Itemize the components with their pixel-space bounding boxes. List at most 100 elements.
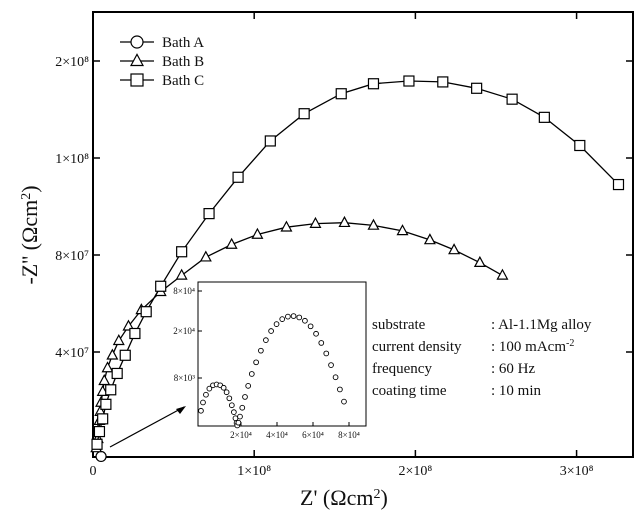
inset-point xyxy=(223,389,230,396)
inset-x-tick-label: 4×10⁴ xyxy=(266,430,288,440)
point-bath-c xyxy=(140,306,152,318)
inset-y-tick-label: 2×10⁴ xyxy=(173,326,195,336)
point-bath-c xyxy=(403,75,415,87)
point-bath-b xyxy=(225,237,238,249)
point-bath-b xyxy=(338,215,351,228)
annotation-label: substrate xyxy=(372,317,426,333)
point-bath-b xyxy=(251,227,264,239)
inset-point xyxy=(279,316,286,322)
inset-frame xyxy=(197,281,367,427)
series-layer xyxy=(90,75,625,463)
inset-x-tick-label: 2×10⁴ xyxy=(230,430,252,440)
point-bath-b xyxy=(496,268,509,280)
inset-point xyxy=(237,413,243,420)
annotation-label: coating time xyxy=(372,383,447,399)
point-bath-c xyxy=(119,349,131,361)
inset-point xyxy=(302,317,308,324)
plot-frame xyxy=(92,11,634,458)
point-bath-c xyxy=(506,93,518,105)
point-bath-b xyxy=(423,233,436,245)
inset-point xyxy=(232,415,239,422)
inset-series xyxy=(198,313,347,429)
inset-point xyxy=(226,395,233,402)
y-tick-label: 4×10⁷ xyxy=(55,346,89,361)
inset-point xyxy=(318,340,325,346)
point-bath-b xyxy=(106,348,119,360)
point-bath-c xyxy=(264,135,276,147)
inset-point xyxy=(290,313,297,319)
process-annotation: substrate : Al-1.1Mg alloy current density… xyxy=(372,317,592,399)
inset-point xyxy=(341,398,347,405)
x-tick-label: 3×10⁸ xyxy=(560,464,594,479)
point-bath-b xyxy=(122,319,135,331)
point-bath-a xyxy=(95,450,107,463)
legend: Bath A Bath B Bath C xyxy=(120,35,204,89)
annotation-value: : 10 min xyxy=(491,383,542,399)
series-bath-c xyxy=(91,75,625,450)
point-bath-c xyxy=(437,76,449,88)
inset-point xyxy=(248,371,255,377)
legend-marker-bath-b xyxy=(129,53,145,67)
point-bath-b xyxy=(367,218,380,230)
inset-point xyxy=(206,385,213,392)
annotation-value: : 60 Hz xyxy=(491,361,536,377)
point-bath-c xyxy=(105,384,117,396)
x-axis-title: Z' (Ωcm2) xyxy=(300,485,388,510)
legend-label-bath-c: Bath C xyxy=(162,73,204,89)
y-axis-title: -Z'' (Ωcm2) xyxy=(17,185,42,284)
inset-point xyxy=(198,407,204,414)
inset-point xyxy=(245,382,252,389)
legend-marker-bath-c xyxy=(130,73,144,87)
x-tick-label: 0 xyxy=(90,464,97,479)
x-tick-label: 2×10⁸ xyxy=(398,464,432,479)
point-bath-c xyxy=(471,82,483,94)
inset-point xyxy=(285,313,291,320)
point-bath-c xyxy=(111,367,123,380)
y-tick-label: 8×10⁷ xyxy=(55,249,89,264)
point-bath-b xyxy=(396,224,409,236)
point-bath-c xyxy=(91,438,103,450)
point-bath-b xyxy=(112,333,125,346)
inset-point xyxy=(235,419,242,426)
series-bath-a xyxy=(95,450,107,463)
point-bath-c xyxy=(203,208,215,220)
point-bath-c xyxy=(612,178,625,191)
inset-point xyxy=(307,323,314,330)
y-tick-label: 1×10⁸ xyxy=(55,152,89,167)
inset-point xyxy=(228,402,235,409)
inset-point xyxy=(220,384,227,391)
point-bath-c xyxy=(538,111,550,123)
main-ticks xyxy=(92,12,633,457)
inset-point xyxy=(239,404,246,411)
point-bath-b xyxy=(98,373,111,386)
point-bath-c xyxy=(232,171,244,183)
legend-label-bath-b: Bath B xyxy=(162,54,204,70)
point-bath-b xyxy=(448,243,461,255)
annotation-label: current density xyxy=(372,339,462,355)
point-bath-c xyxy=(155,280,167,292)
annotation-value: : Al-1.1Mg alloy xyxy=(491,317,592,333)
inset-point xyxy=(273,321,280,327)
point-bath-b xyxy=(473,255,486,268)
point-bath-c xyxy=(129,327,141,340)
point-bath-b xyxy=(101,361,114,373)
inset-y-tick-label: 8×10³ xyxy=(174,373,196,383)
inset-point xyxy=(253,359,259,366)
legend-marker-bath-a xyxy=(130,35,144,49)
inset-point xyxy=(231,409,237,416)
point-bath-c xyxy=(367,78,380,90)
point-bath-c xyxy=(93,425,106,438)
inset-point xyxy=(323,350,330,357)
inset-point xyxy=(258,347,264,354)
main-tick-labels: 0 1×10⁸ 2×10⁸ 3×10⁸ 4×10⁷ 8×10⁷ 1×10⁸ 2×10⁸ xyxy=(55,55,593,479)
inset-x-tick-label: 8×10⁴ xyxy=(338,430,360,440)
inset-point xyxy=(313,330,319,337)
point-bath-c xyxy=(298,108,310,120)
inset-point xyxy=(328,362,334,368)
inset-point xyxy=(296,314,303,321)
inset-x-tick-label: 6×10⁴ xyxy=(302,430,324,440)
inset-point xyxy=(268,328,274,334)
point-bath-c xyxy=(100,398,112,410)
annotation-value: : 100 mAcm-2 xyxy=(491,338,574,356)
